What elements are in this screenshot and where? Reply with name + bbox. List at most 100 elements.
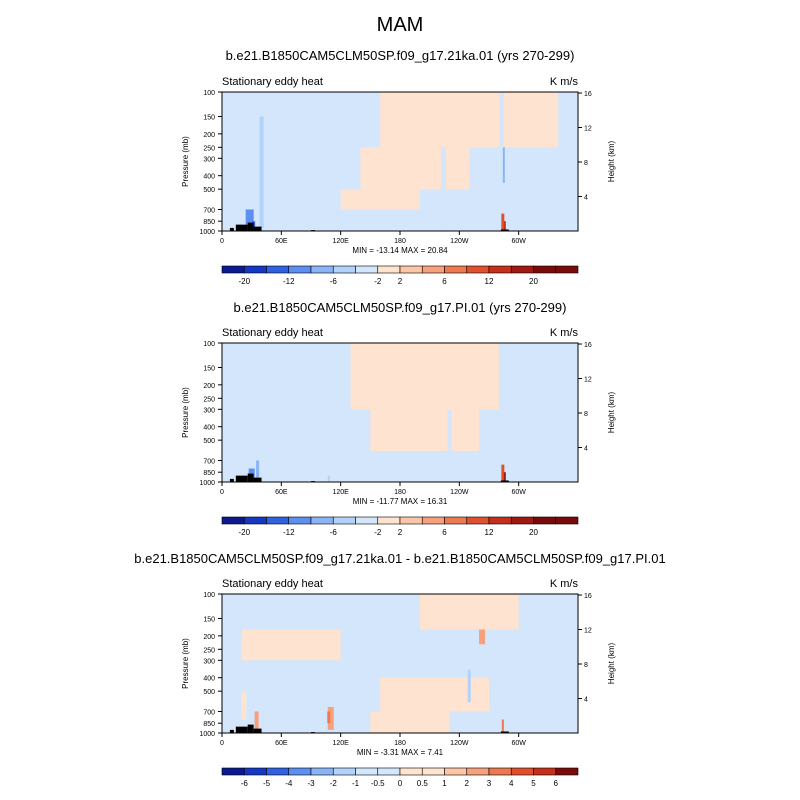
topography — [247, 473, 254, 482]
y-tick-label: 250 — [203, 396, 215, 403]
x-tick-label: 120E — [332, 238, 349, 245]
field-streak — [241, 691, 247, 720]
panel-1-title: b.e21.B1850CAM5CLM50SP.f09_g17.21ka.01 (… — [225, 48, 575, 63]
field-band — [419, 594, 519, 630]
colorbar-box — [266, 767, 290, 776]
topography — [247, 222, 254, 231]
field-band — [370, 409, 480, 452]
variable-label: Stationary eddy heat — [222, 327, 323, 339]
colorbar-box — [377, 265, 401, 274]
field-streak — [313, 133, 317, 231]
colorbar-label: -12 — [283, 277, 295, 286]
colorbar-box — [332, 516, 356, 525]
y-right-axis-label: Height (km) — [607, 642, 616, 684]
units-label: K m/s — [550, 327, 579, 339]
topography — [500, 731, 509, 733]
colorbar-box — [221, 516, 245, 525]
colorbar-label: 2 — [398, 277, 403, 286]
colorbar-label: -5 — [263, 779, 271, 788]
colorbar-box — [355, 767, 379, 776]
colorbar-box — [444, 516, 468, 525]
field-streak — [245, 209, 254, 231]
y-axis-label: Pressure (mb) — [181, 136, 190, 187]
y-right-tick-label: 12 — [584, 628, 592, 635]
min-max-label: MIN = -3.31 MAX = 7.41 — [357, 748, 444, 757]
field-band — [370, 711, 450, 733]
topography — [500, 229, 509, 231]
y-axis-label: Pressure (mb) — [181, 387, 190, 438]
colorbar-label: -20 — [238, 528, 250, 537]
y-right-tick-label: 16 — [584, 91, 592, 98]
y-tick-label: 250 — [203, 145, 215, 152]
field-streak — [499, 343, 504, 482]
colorbar-box — [332, 767, 356, 776]
colorbar-box — [310, 516, 334, 525]
field-streak — [259, 116, 264, 228]
colorbar-box — [444, 265, 468, 274]
topography — [235, 475, 248, 482]
colorbar-box — [243, 767, 267, 776]
field-streak — [501, 719, 504, 733]
colorbar-box — [533, 767, 557, 776]
y-tick-label: 150 — [203, 114, 215, 121]
y-right-tick-label: 8 — [584, 662, 588, 669]
y-right-tick-label: 12 — [584, 126, 592, 133]
colorbar: -20 -12 -6 -2 2 6 12 20 — [221, 516, 579, 537]
field-streak — [303, 343, 308, 482]
y-tick-label: 400 — [203, 174, 215, 181]
colorbar-label: 5 — [531, 779, 536, 788]
field-streak — [501, 213, 505, 231]
colorbar-label: 0 — [398, 779, 403, 788]
colorbar-box — [355, 516, 379, 525]
y-right-tick-label: 4 — [584, 195, 588, 202]
colorbar-label: 3 — [487, 779, 492, 788]
colorbar-label: 12 — [485, 528, 494, 537]
field-streak — [232, 158, 239, 231]
field-streak — [254, 711, 259, 730]
colorbar-label: 2 — [398, 528, 403, 537]
colorbar-label: -2 — [374, 528, 382, 537]
colorbar-box — [243, 516, 267, 525]
colorbar-box — [399, 767, 423, 776]
y-tick-label: 250 — [203, 647, 215, 654]
field-band — [241, 629, 341, 661]
field-streak — [327, 475, 330, 482]
y-tick-label: 850 — [203, 721, 215, 728]
y-tick-label: 850 — [203, 219, 215, 226]
colorbar-label: 6 — [442, 528, 447, 537]
colorbar-label: 0.5 — [417, 779, 429, 788]
y-tick-label: 850 — [203, 470, 215, 477]
colorbar-box — [510, 516, 534, 525]
topography — [229, 478, 234, 482]
colorbar-label: -6 — [241, 779, 249, 788]
colorbar-box — [510, 767, 534, 776]
y-tick-label: 200 — [203, 634, 215, 641]
colorbar-box — [421, 265, 445, 274]
y-right-axis-label: Height (km) — [607, 140, 616, 182]
colorbar-box — [399, 516, 423, 525]
topography — [253, 728, 262, 733]
colorbar-box — [555, 516, 579, 525]
field-streak — [479, 629, 486, 645]
colorbar-label: -0.5 — [371, 779, 385, 788]
colorbar-box — [221, 767, 245, 776]
field-band — [350, 343, 499, 410]
colorbar-label: -6 — [330, 528, 338, 537]
colorbar-box — [533, 265, 557, 274]
colorbar-box — [533, 516, 557, 525]
colorbar-label: 2 — [465, 779, 470, 788]
colorbar-box — [466, 265, 490, 274]
field-streak — [503, 221, 506, 231]
topography — [229, 227, 234, 231]
field-streak — [256, 460, 260, 482]
y-right-tick-label: 12 — [584, 377, 592, 384]
topography — [229, 729, 234, 733]
colorbar-box — [288, 516, 312, 525]
colorbar: -20 -12 -6 -2 2 6 12 20 — [221, 265, 579, 286]
field-streak — [499, 92, 504, 231]
colorbar-box — [355, 265, 379, 274]
y-tick-label: 700 — [203, 207, 215, 214]
field-band — [360, 147, 470, 190]
y-axis-label: Pressure (mb) — [181, 638, 190, 689]
